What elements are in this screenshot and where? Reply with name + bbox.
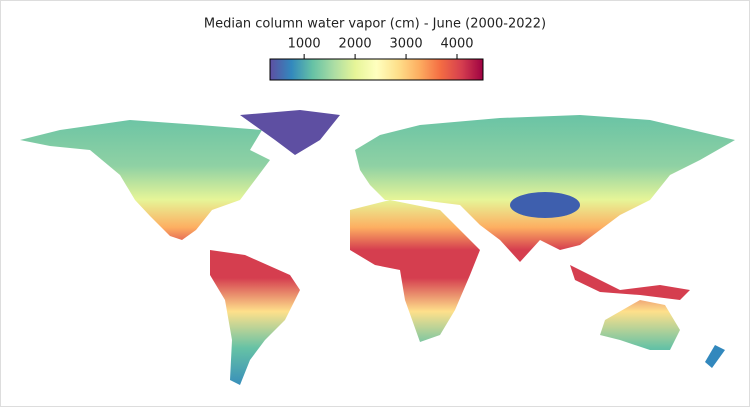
south-america (210, 250, 300, 385)
north-america (20, 120, 270, 246)
tick-label: 4000 (440, 37, 473, 52)
indonesia (570, 265, 690, 300)
title: Median column water vapor (cm) - June (2… (204, 17, 546, 32)
greenland (240, 110, 340, 155)
new-zealand (705, 345, 725, 368)
colorbar: 1000 2000 3000 4000 (269, 37, 484, 81)
australia (600, 300, 680, 350)
map (20, 110, 735, 385)
tick-label: 3000 (390, 37, 423, 52)
eurasia (355, 115, 735, 262)
tick-label: 1000 (288, 37, 321, 52)
tibet (510, 192, 580, 218)
africa (350, 200, 480, 342)
colorbar-gradient (269, 58, 484, 81)
tick-label: 2000 (339, 37, 372, 52)
